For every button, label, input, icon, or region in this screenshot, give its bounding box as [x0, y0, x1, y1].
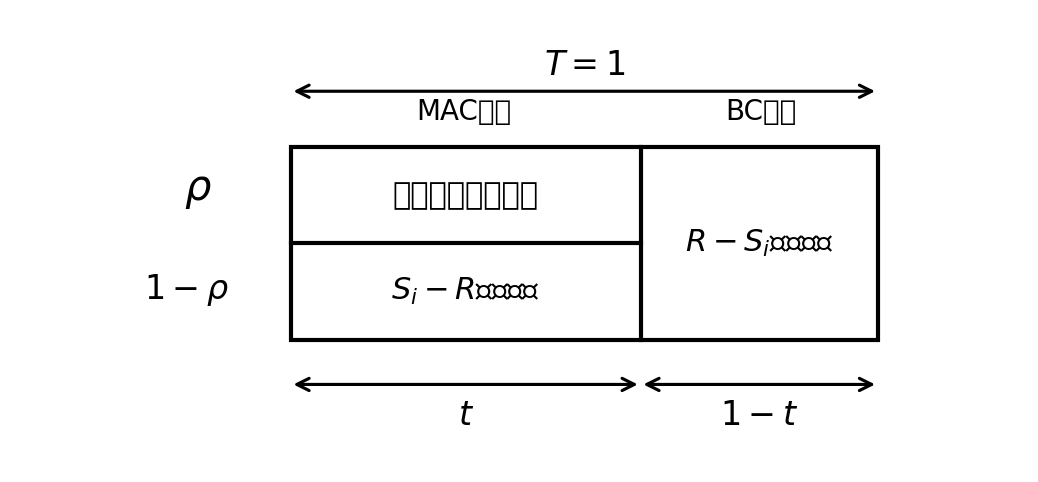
Text: $1-\rho$: $1-\rho$	[143, 272, 228, 308]
Text: 中继处的能量收集: 中继处的能量收集	[392, 181, 539, 210]
Bar	[291, 147, 878, 340]
Text: $T = 1$: $T = 1$	[544, 49, 625, 82]
Text: $S_i - R$信息处理: $S_i - R$信息处理	[391, 276, 540, 307]
Text: BC阶段: BC阶段	[726, 98, 797, 126]
Text: $1-t$: $1-t$	[720, 399, 798, 432]
Text: MAC阶段: MAC阶段	[416, 98, 511, 126]
Text: $R - S_i$信息转发: $R - S_i$信息转发	[685, 228, 834, 259]
Text: $t$: $t$	[458, 399, 473, 432]
Text: $\rho$: $\rho$	[184, 169, 212, 211]
